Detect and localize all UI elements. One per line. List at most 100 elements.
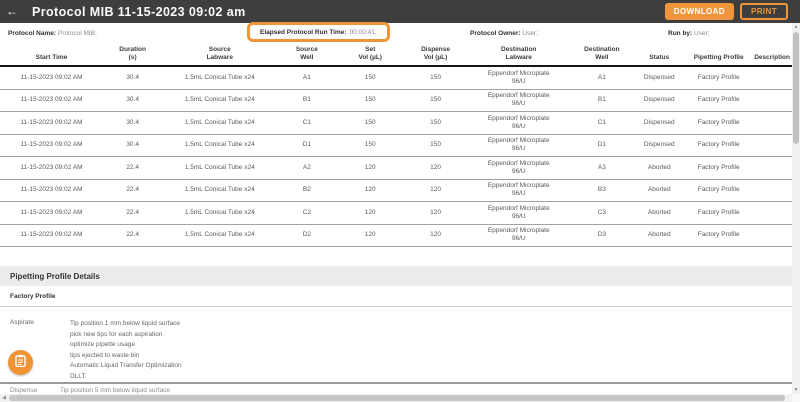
profile-name: Factory Profile	[10, 292, 56, 300]
aspirate-detail-line: Tip position 1 mm below liquid surface	[70, 320, 180, 327]
table-cell: 150	[364, 96, 376, 104]
table-cell: Factory Profile	[697, 96, 740, 104]
scroll-up-icon[interactable]: ▲	[793, 24, 799, 30]
table-cell: 150	[430, 118, 441, 126]
table-row: 11-15-2023 09:02 AM 22.4 1.5mL Conical Tub…	[0, 225, 792, 247]
table-row: 11-15-2023 09:02 AM 22.4 1.5mL Conical Tub…	[0, 180, 792, 202]
table-cell: 1.5mL Conical Tube x24	[184, 186, 255, 194]
column-header-10: Description	[754, 54, 790, 61]
table-row: 11-15-2023 09:02 AM 22.4 1.5mL Conical Tub…	[0, 157, 792, 180]
vertical-scrollbar-thumb[interactable]	[793, 32, 799, 144]
table-cell: Factory Profile	[697, 186, 740, 194]
table-cell: Eppendorf Microplate 96/U	[487, 204, 550, 220]
column-header-9: Pipetting Profile	[693, 54, 744, 61]
horizontal-scrollbar[interactable]: ◀	[0, 394, 792, 402]
column-header-1: Duration (s)	[119, 46, 147, 61]
aspirate-detail-line: DLLT.	[70, 372, 87, 380]
table-cell: 150	[364, 141, 376, 149]
page-title: Protocol MIB 11-15-2023 09:02 am	[32, 4, 246, 19]
table-cell: 30.4	[126, 96, 139, 104]
table-cell: 120	[364, 208, 376, 216]
table-cell: 11-15-2023 09:02 AM	[20, 163, 83, 171]
table-cell: 11-15-2023 09:02 AM	[20, 73, 83, 81]
table-cell: 1.5mL Conical Tube x24	[184, 163, 255, 171]
section-title: Pipetting Profile Details	[10, 271, 100, 281]
table-cell: A1	[597, 73, 606, 81]
table-cell: B1	[597, 96, 606, 104]
table-cell: 11-15-2023 09:02 AM	[20, 231, 83, 239]
run-by-value: User;	[694, 30, 710, 37]
column-header-4: Set Vol (µL)	[358, 46, 382, 61]
table-cell: Factory Profile	[697, 118, 740, 126]
scrollbar-corner	[792, 394, 800, 402]
horizontal-scrollbar-thumb[interactable]	[9, 395, 785, 401]
table-cell: 1.5mL Conical Tube x24	[184, 231, 255, 239]
table-cell: Factory Profile	[697, 163, 740, 171]
scroll-left-icon[interactable]: ◀	[2, 395, 6, 401]
table-cell: D2	[302, 231, 312, 239]
column-header-7: Destination Well	[584, 46, 620, 61]
table-cell: Dispensed	[643, 141, 675, 149]
protocol-owner-value: User;	[522, 30, 538, 37]
table-cell: 150	[430, 96, 441, 104]
aspirate-detail-line: pick new tips for each aspiration	[70, 330, 163, 338]
table-cell: 1.5mL Conical Tube x24	[184, 208, 255, 216]
dispense-detail-line: Tip position 5 mm below liquid surface	[60, 387, 170, 394]
scroll-down-icon[interactable]: ▼	[793, 387, 799, 393]
table-cell: Eppendorf Microplate 96/U	[487, 159, 550, 175]
column-header-5: Dispense Vol (µL)	[421, 46, 450, 61]
table-cell: A1	[302, 73, 311, 81]
column-header-0: Start Time	[35, 54, 68, 61]
protocol-owner-label: Protocol Owner:	[470, 30, 521, 37]
table-row: 11-15-2023 09:02 AM 30.4 1.5mL Conical Tub…	[0, 67, 792, 90]
table-cell: Eppendorf Microplate 96/U	[487, 114, 550, 130]
table-cell: 11-15-2023 09:02 AM	[20, 208, 83, 216]
table-cell: 1.5mL Conical Tube x24	[184, 141, 255, 149]
table-cell: B2	[302, 186, 311, 194]
table-cell: Factory Profile	[697, 208, 740, 216]
table-cell: Dispensed	[643, 96, 675, 104]
vertical-scrollbar[interactable]: ▲ ▼	[792, 23, 800, 394]
dispense-section-clipped: Dispense Tip position 5 mm below liquid …	[0, 387, 792, 394]
table-cell: 11-15-2023 09:02 AM	[20, 96, 83, 104]
table-cell: Eppendorf Microplate 96/U	[487, 227, 550, 243]
column-header-3: Source Well	[295, 46, 318, 61]
table-cell: 1.5mL Conical Tube x24	[184, 118, 255, 126]
protocol-name-value: Protocol MIB;	[57, 30, 97, 37]
protocol-name-label: Protocol Name:	[8, 30, 57, 37]
protocol-name: Protocol Name: Protocol MIB;	[8, 30, 97, 37]
table-cell: 22.4	[126, 163, 139, 171]
table-cell: 120	[430, 208, 441, 216]
table-body: 11-15-2023 09:02 AM 30.4 1.5mL Conical Tub…	[0, 67, 792, 247]
table-cell: Eppendorf Microplate 96/U	[487, 69, 550, 85]
table-cell: 22.4	[126, 186, 139, 194]
table-cell: 30.4	[126, 141, 139, 149]
print-button[interactable]: PRINT	[740, 3, 788, 20]
table-row: 11-15-2023 09:02 AM 22.4 1.5mL Conical Tub…	[0, 202, 792, 225]
elapsed-time-highlight: Elapsed Protocol Run Time: 00:00:41;	[247, 22, 390, 42]
protocol-owner: Protocol Owner: User;	[470, 30, 538, 37]
clipboard-icon	[15, 354, 26, 372]
download-button[interactable]: DOWNLOAD	[664, 3, 734, 20]
table-cell: A3	[597, 163, 606, 171]
column-header-8: Status	[649, 54, 670, 61]
table-cell: 22.4	[126, 208, 139, 216]
clipboard-fab-button[interactable]	[8, 350, 33, 375]
table-cell: 22.4	[126, 231, 139, 239]
table-cell: B1	[302, 96, 311, 104]
table-cell: D1	[302, 141, 312, 149]
table-cell: B3	[597, 186, 606, 194]
table-cell: D3	[597, 231, 607, 239]
column-header-2: Source Labware	[206, 46, 233, 61]
table-cell: Dispensed	[643, 118, 675, 126]
table-row: 11-15-2023 09:02 AM 30.4 1.5mL Conical Tub…	[0, 90, 792, 112]
table-cell: 150	[430, 73, 441, 81]
protocol-steps-table: Start Time Duration (s) Source Labware Sour…	[0, 43, 792, 247]
run-by-label: Run by:	[668, 30, 693, 37]
table-cell: 11-15-2023 09:02 AM	[20, 141, 83, 149]
back-arrow-icon[interactable]: ←	[6, 4, 18, 18]
aspirate-detail-line: Automatic Liquid Transfer Optimization	[70, 362, 182, 369]
table-cell: 120	[430, 186, 441, 194]
table-cell: C1	[597, 118, 607, 126]
table-cell: Dispensed	[643, 73, 675, 81]
